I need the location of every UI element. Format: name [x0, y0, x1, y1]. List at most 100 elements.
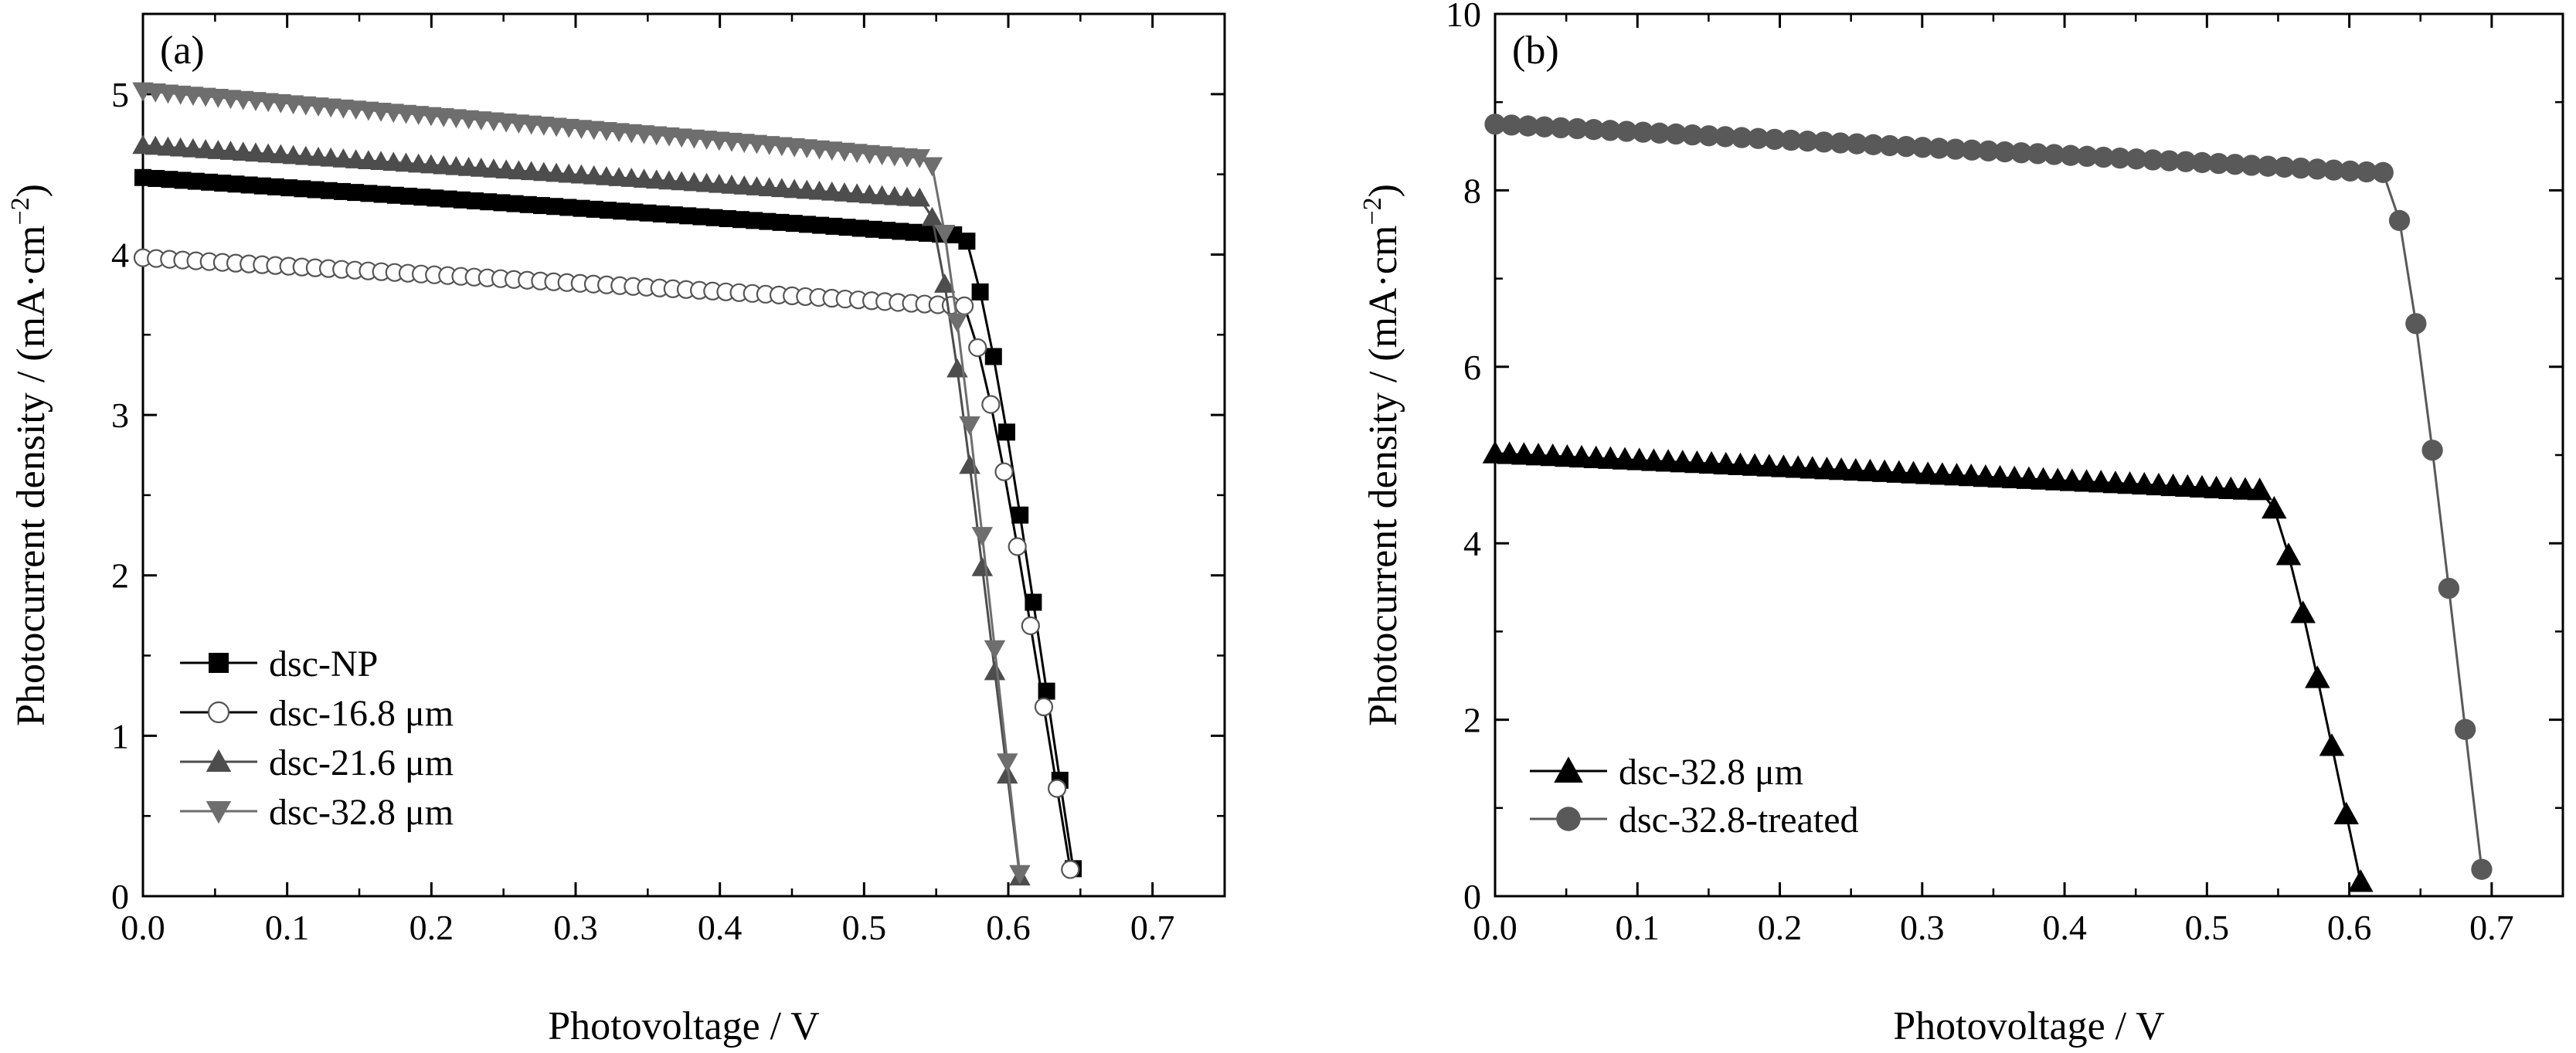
data-point	[1846, 133, 1867, 155]
data-point	[1830, 132, 1851, 154]
data-point	[1500, 114, 1522, 136]
legend-label: dsc-32.8 μm	[1619, 752, 1803, 793]
data-point	[174, 172, 192, 189]
data-point	[909, 187, 930, 207]
x-tick-label: 0.4	[698, 908, 743, 947]
y-tick-label: 1	[111, 716, 129, 756]
data-point	[2175, 151, 2197, 172]
data-point	[453, 191, 471, 209]
data-point	[921, 206, 943, 226]
data-point	[1484, 114, 1506, 135]
data-point	[2421, 440, 2443, 461]
data-point	[679, 207, 697, 225]
data-point	[909, 149, 930, 168]
data-point	[413, 189, 431, 206]
y-axis-label-main: Photocurrent density / (mA·cm	[1361, 226, 1405, 726]
data-point	[2323, 159, 2345, 181]
data-point	[994, 462, 1014, 481]
legend-label: dsc-16.8 μm	[269, 693, 454, 734]
data-point	[307, 181, 325, 199]
data-point	[1879, 134, 1901, 157]
y-tick-label: 8	[1463, 171, 1481, 210]
data-point	[519, 195, 537, 213]
data-point	[812, 216, 830, 234]
data-point	[2060, 144, 2082, 166]
legend-marker	[206, 801, 232, 824]
panel-label: (b)	[1512, 29, 1559, 73]
data-point	[759, 212, 777, 230]
data-point	[981, 395, 1001, 414]
data-point	[1731, 127, 1752, 148]
data-point	[1928, 138, 1950, 159]
data-point	[613, 202, 630, 220]
data-point	[1912, 137, 1934, 158]
data-point	[1895, 135, 1917, 158]
y-axis-label-unit-exponent: −2	[6, 197, 35, 225]
data-point	[1813, 131, 1835, 153]
data-point	[1665, 123, 1687, 145]
data-point	[2010, 142, 2032, 164]
data-point	[2043, 144, 2065, 165]
data-point	[320, 182, 338, 199]
data-point	[1681, 124, 1704, 146]
data-point	[921, 157, 943, 177]
data-point	[161, 171, 178, 189]
y-tick-label: 2	[1463, 701, 1481, 740]
data-point	[1534, 116, 1555, 138]
data-point	[2438, 577, 2460, 600]
data-point	[1061, 860, 1080, 879]
data-point	[253, 177, 271, 195]
chart-panel-a: 0.0 0.1 0.2 0.3 0.4 0.5 0.6 0.7 0 1 2 3 4 5 Photovolta…	[6, 12, 1226, 1048]
data-point	[373, 185, 391, 203]
data-point	[2092, 146, 2115, 168]
data-point	[386, 186, 404, 204]
data-point	[719, 209, 736, 227]
data-point	[2372, 161, 2394, 183]
x-tick-label: 0.6	[986, 908, 1031, 947]
legend-marker	[1556, 807, 1581, 831]
data-point	[2455, 718, 2476, 740]
x-axis-label: Photovoltage / V	[1893, 1004, 2164, 1048]
data-point	[705, 209, 723, 226]
legend: dsc-NP dsc-16.8 μm dsc-21.6 μm dsc-32.8 μm	[180, 644, 454, 833]
data-point	[1008, 537, 1027, 556]
x-tick-label: 0.4	[2042, 908, 2087, 947]
data-point	[2333, 801, 2359, 824]
y-tick-label: 2	[111, 556, 129, 596]
legend-item: dsc-16.8 μm	[180, 693, 454, 734]
data-point	[559, 199, 577, 216]
data-point	[2158, 150, 2180, 172]
series-dsc-32-8-m	[1482, 440, 2374, 892]
data-point	[2109, 147, 2131, 169]
data-point	[267, 178, 284, 195]
data-point	[1517, 115, 1539, 137]
data-point	[427, 189, 444, 207]
data-point	[360, 185, 378, 202]
data-point	[2275, 542, 2302, 566]
legend-marker	[1554, 756, 1583, 783]
y-tick-label: 4	[111, 235, 129, 274]
data-point	[1009, 864, 1031, 885]
data-point	[1021, 616, 1040, 636]
data-point	[134, 168, 151, 186]
data-point	[2290, 157, 2312, 179]
data-point	[998, 423, 1015, 441]
chart-panel-b: 0.0 0.1 0.2 0.3 0.4 0.5 0.6 0.7 0 2 4 6 8 10 Photovolt…	[1358, 0, 2564, 1048]
data-point	[1862, 134, 1884, 155]
data-point	[851, 219, 869, 237]
data-point	[1599, 120, 1621, 141]
y-axis-label: Photocurrent density / (mA·cm−2)	[6, 184, 53, 726]
series-dsc-21-6-m	[132, 134, 1031, 886]
data-point	[1034, 697, 1054, 717]
data-point	[892, 222, 909, 240]
legend-item: dsc-NP	[180, 644, 378, 684]
data-point	[533, 197, 550, 215]
data-point	[2126, 148, 2147, 170]
x-tick-label: 0.3	[553, 908, 598, 947]
data-point	[1780, 129, 1802, 151]
data-point	[187, 172, 205, 190]
data-point	[959, 416, 980, 436]
series-dsc-16-8-m	[133, 248, 1080, 879]
data-point	[214, 175, 232, 192]
data-point	[493, 194, 511, 212]
